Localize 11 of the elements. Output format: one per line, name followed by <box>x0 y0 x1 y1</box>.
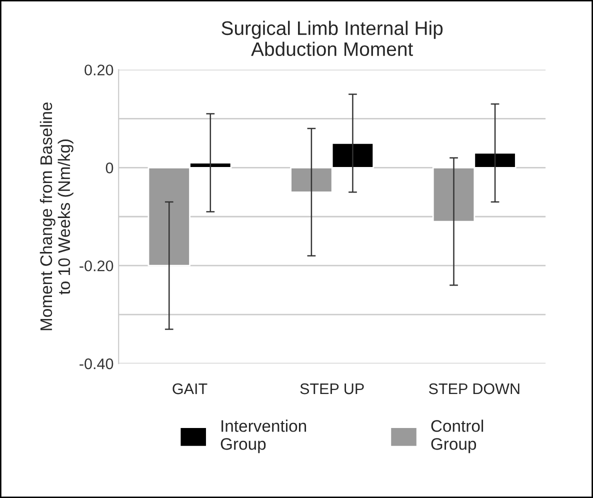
x-tick-label: STEP DOWN <box>428 383 520 394</box>
y-tick-label: -0.20 <box>80 260 114 272</box>
y-axis-title: Moment Change from Baseline to 10 Weeks (Nm/kg) <box>40 102 74 330</box>
legend-label: Control Group <box>431 420 484 454</box>
y-tick-label: -0.40 <box>80 358 114 370</box>
x-tick-label: STEP UP <box>300 383 364 394</box>
chart-title: Surgical Limb Internal Hip Abduction Moment <box>222 20 443 56</box>
y-tick-label: 0.20 <box>84 64 114 76</box>
legend-label: Intervention Group <box>220 420 306 454</box>
x-tick-label: GAIT <box>172 383 208 394</box>
y-tick-label: 0 <box>106 162 114 174</box>
